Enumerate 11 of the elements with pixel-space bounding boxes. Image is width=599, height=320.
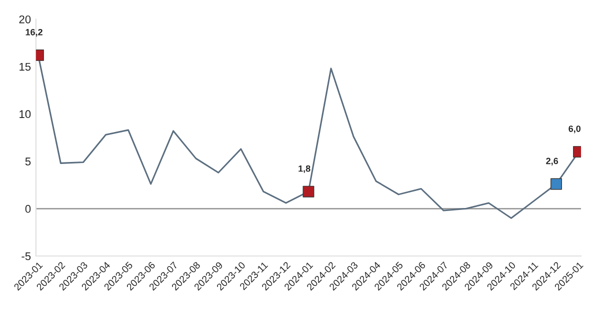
- y-tick-label: 0: [25, 204, 31, 213]
- y-tick-label: 20: [19, 15, 31, 24]
- y-tick-label: 10: [20, 110, 31, 118]
- y-tick-label: -5: [22, 252, 31, 260]
- data-label: 16,2: [26, 28, 42, 37]
- y-tick-label: 15: [20, 62, 31, 71]
- y-tick-label: 5: [25, 158, 31, 166]
- data-label: 6,0: [568, 126, 581, 134]
- data-label: 2,6: [546, 158, 558, 166]
- data-label: 1,8: [298, 165, 310, 174]
- point: [550, 178, 562, 190]
